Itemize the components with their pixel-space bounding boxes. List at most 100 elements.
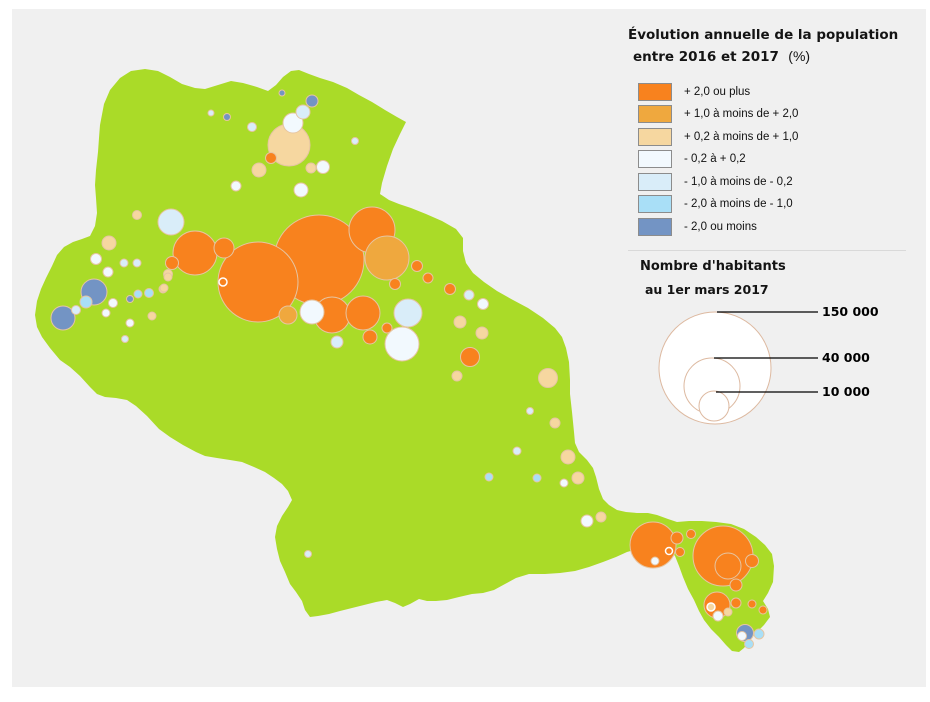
legend-item: + 1,0 à moins de + 2,0	[628, 105, 923, 124]
population-circle	[463, 289, 475, 301]
population-circle	[362, 329, 378, 345]
population-circle	[549, 417, 561, 429]
population-circle	[90, 253, 102, 265]
legend-panel: Évolution annuelle de la population entr…	[628, 28, 923, 240]
population-circle	[223, 113, 231, 121]
population-circle	[650, 556, 660, 566]
population-circle	[159, 283, 169, 293]
population-circle	[50, 305, 76, 331]
legend-item-label: - 2,0 ou moins	[684, 220, 757, 233]
population-circle	[745, 554, 759, 568]
population-circle	[444, 283, 456, 295]
legend-item: + 0,2 à moins de + 1,0	[628, 127, 923, 146]
population-circle	[304, 550, 312, 558]
population-circle	[218, 277, 228, 287]
population-circle	[305, 162, 317, 174]
population-circle	[101, 308, 111, 318]
population-circle	[119, 258, 129, 268]
legend-items: + 2,0 ou plus + 1,0 à moins de + 2,0 + 0,2…	[628, 82, 923, 236]
legend-item-label: + 2,0 ou plus	[684, 85, 751, 98]
population-circle	[475, 326, 489, 340]
population-circle	[538, 368, 558, 388]
population-circle	[316, 160, 330, 174]
population-circle	[484, 472, 494, 482]
legend-item-label: - 0,2 à + 0,2	[684, 153, 746, 166]
population-circle	[629, 521, 677, 569]
population-circle	[121, 335, 129, 343]
population-circle	[753, 628, 765, 640]
population-circle	[675, 547, 685, 557]
population-circle	[172, 230, 218, 276]
population-circle	[364, 235, 410, 281]
population-circle	[207, 109, 215, 117]
population-circle	[351, 137, 359, 145]
population-circle	[247, 122, 257, 132]
population-circle	[282, 112, 304, 134]
population-circle	[265, 152, 277, 164]
population-circle	[163, 272, 173, 282]
population-circle	[102, 266, 114, 278]
population-circle	[299, 299, 325, 325]
population-circle	[393, 298, 423, 328]
population-circle	[686, 529, 696, 539]
population-circle	[712, 610, 724, 622]
legend-title-percent: (%)	[788, 47, 811, 64]
population-circle	[217, 241, 299, 323]
legend-item-label: + 1,0 à moins de + 2,0	[684, 108, 799, 121]
size-reference-circle	[698, 390, 730, 422]
population-circle	[451, 370, 463, 382]
population-circle	[165, 256, 179, 270]
population-circle	[758, 605, 768, 615]
population-circle	[526, 407, 534, 415]
population-circle	[213, 237, 235, 259]
population-circle	[230, 180, 242, 192]
population-circle	[706, 602, 716, 612]
population-circle	[664, 546, 674, 556]
population-circle	[293, 182, 309, 198]
legend-item: - 1,0 à moins de - 0,2	[628, 172, 923, 191]
legend-item: - 0,2 à + 0,2	[628, 150, 923, 169]
legend-swatch	[638, 195, 672, 214]
population-circle	[670, 531, 684, 545]
size-legend-title: Nombre d'habitants	[640, 259, 786, 274]
population-circle	[147, 311, 157, 321]
population-circle	[278, 305, 298, 325]
population-circle	[580, 514, 594, 528]
population-circle	[723, 607, 733, 617]
legend-title-line2: entre 2016 et 2017 (%)	[633, 47, 811, 65]
population-circle	[79, 295, 93, 309]
legend-item-label: - 2,0 à moins de - 1,0	[684, 198, 793, 211]
population-circle	[737, 631, 747, 641]
legend-swatch	[638, 150, 672, 169]
size-label: 10 000	[822, 384, 870, 399]
legend-title-line1: Évolution annuelle de la population	[628, 27, 899, 43]
population-circle	[126, 295, 134, 303]
legend-swatch	[638, 127, 672, 146]
population-circle	[144, 288, 154, 298]
population-circle	[729, 578, 743, 592]
population-circle	[133, 289, 143, 299]
population-circle	[305, 94, 319, 108]
population-circle	[132, 210, 142, 220]
population-circle	[71, 305, 81, 315]
population-circle	[477, 298, 489, 310]
legend-swatch	[638, 172, 672, 191]
population-circle	[132, 258, 142, 268]
population-circle	[278, 89, 286, 97]
population-circle	[453, 315, 467, 329]
population-circle	[411, 260, 423, 272]
population-circle	[389, 278, 401, 290]
legend-item: - 2,0 à moins de - 1,0	[628, 195, 923, 214]
population-circle	[381, 322, 393, 334]
population-circle	[595, 511, 607, 523]
legend-swatch	[638, 82, 672, 101]
population-circle	[714, 552, 742, 580]
population-circle	[730, 597, 742, 609]
legend-item-label: + 0,2 à moins de + 1,0	[684, 130, 799, 143]
population-circle	[384, 326, 420, 362]
legend-item-label: - 1,0 à moins de - 0,2	[684, 175, 793, 188]
legend-item: - 2,0 ou moins	[628, 217, 923, 236]
population-circle	[157, 208, 185, 236]
population-circle	[571, 471, 585, 485]
